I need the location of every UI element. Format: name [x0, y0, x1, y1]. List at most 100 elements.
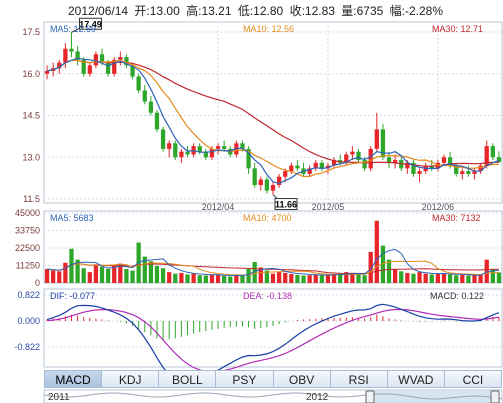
candle-body: [160, 129, 166, 149]
low-marker-label: 11.66: [275, 200, 297, 210]
volume-bar: [44, 269, 50, 283]
price-y-tick: 14.5: [22, 111, 40, 121]
volume-bar: [417, 272, 422, 283]
volume-bar: [81, 268, 86, 283]
volume-bar: [112, 265, 117, 283]
quote-header: 2012/06/14 开:13.00 高:13.21 低:12.80 收:12.…: [0, 2, 503, 18]
macd-dea-line: [47, 308, 499, 373]
volume-bar: [429, 274, 434, 283]
candle-body: [350, 151, 355, 155]
candle-body: [276, 176, 282, 186]
tab-psy[interactable]: PSY: [216, 370, 274, 388]
volume-bar: [191, 273, 196, 283]
price-panel-frame: [43, 21, 503, 204]
tab-boll[interactable]: BOLL: [159, 370, 217, 388]
volume-bar: [374, 220, 379, 283]
price-ma30-label: MA30: 12.71: [432, 24, 484, 34]
candle-body: [344, 154, 349, 163]
price-ma10-line: [46, 59, 499, 178]
tab-macd[interactable]: MACD: [44, 370, 103, 388]
volume-bar: [454, 275, 459, 283]
price-ma5-line: [46, 57, 500, 185]
candle-body: [93, 54, 99, 66]
volume-bar: [258, 267, 263, 283]
volume-bar: [154, 265, 160, 283]
candle-body: [356, 151, 361, 161]
volume-bar: [63, 262, 68, 283]
volume-bar: [142, 256, 147, 283]
candle-body: [270, 185, 276, 191]
volume-bar: [331, 274, 337, 283]
volume-bar: [124, 269, 129, 283]
navigator-right-handle[interactable]: [490, 390, 500, 403]
candle-body: [319, 162, 324, 169]
macd-value-label: MACD: 0.122: [430, 291, 485, 301]
candle-body: [87, 65, 92, 74]
candle-body: [405, 162, 410, 169]
candle-body: [112, 59, 117, 74]
volume-bar: [441, 273, 447, 283]
candle-body: [203, 151, 208, 158]
volume-bar: [405, 272, 410, 283]
candle-body: [295, 165, 300, 169]
price-ma10-label: MA10: 12.56: [243, 24, 295, 34]
volume-bar: [160, 268, 166, 283]
volume-bar: [447, 274, 453, 283]
navigator-year-2011: 2011: [48, 392, 70, 403]
candle-body: [472, 171, 477, 174]
candle-body: [130, 65, 135, 77]
candle-body: [222, 146, 227, 149]
volume-bar: [344, 272, 349, 283]
candle-body: [173, 143, 178, 158]
macd-y-tick: 0.822: [17, 290, 40, 300]
macd-dea-label: DEA: -0.138: [243, 291, 293, 301]
quote-date: 2012/06/14: [68, 4, 129, 18]
candle-body: [197, 146, 202, 152]
navigator-left-handle[interactable]: [365, 390, 375, 403]
volume-bar: [460, 274, 465, 283]
volume-bar: [368, 251, 373, 283]
volume-bar: [203, 275, 208, 283]
tab-kdj[interactable]: KDJ: [102, 370, 160, 388]
candle-body: [179, 151, 184, 158]
volume-bar: [484, 259, 489, 283]
quote-high: 高:13.21: [186, 4, 232, 18]
candle-body: [154, 112, 160, 130]
candle-body: [99, 54, 105, 63]
volume-bar: [283, 272, 288, 283]
tab-rsi[interactable]: RSI: [330, 370, 388, 388]
volume-bar: [472, 275, 477, 283]
candle-body: [252, 168, 257, 186]
volume-bar: [325, 275, 331, 283]
price-y-tick: 17.5: [22, 27, 40, 37]
tab-cci[interactable]: CCI: [444, 370, 502, 388]
candle-body: [325, 165, 331, 169]
candle-body: [368, 148, 373, 169]
volume-bar: [496, 272, 502, 283]
volume-bar: [392, 269, 398, 283]
tab-obv[interactable]: OBV: [273, 370, 331, 388]
volume-bar: [105, 269, 111, 283]
volume-bar: [362, 275, 367, 283]
volume-bar: [386, 259, 392, 283]
candle-body: [466, 171, 471, 174]
candle-body: [44, 70, 50, 74]
volume-ma30-label: MA30: 7132: [432, 213, 481, 223]
high-marker-label: 17.49: [79, 19, 102, 29]
candle-body: [307, 168, 312, 174]
tab-wvad[interactable]: WVAD: [387, 370, 445, 388]
candle-body: [490, 146, 495, 158]
macd-y-tick: 0.000: [17, 316, 40, 326]
candle-body: [264, 179, 270, 191]
candle-body: [142, 90, 147, 102]
volume-bar: [270, 273, 276, 283]
volume-bar: [466, 275, 471, 283]
volume-ma5-label: MA5: 5683: [50, 213, 94, 223]
price-ma5-label: MA5: 12.69: [50, 24, 97, 34]
volume-ma5-line: [47, 248, 499, 277]
volume-bar: [228, 276, 233, 283]
candle-body: [429, 165, 434, 169]
volume-bar: [319, 274, 324, 283]
candle-body: [81, 59, 86, 74]
volume-bar: [173, 273, 178, 283]
